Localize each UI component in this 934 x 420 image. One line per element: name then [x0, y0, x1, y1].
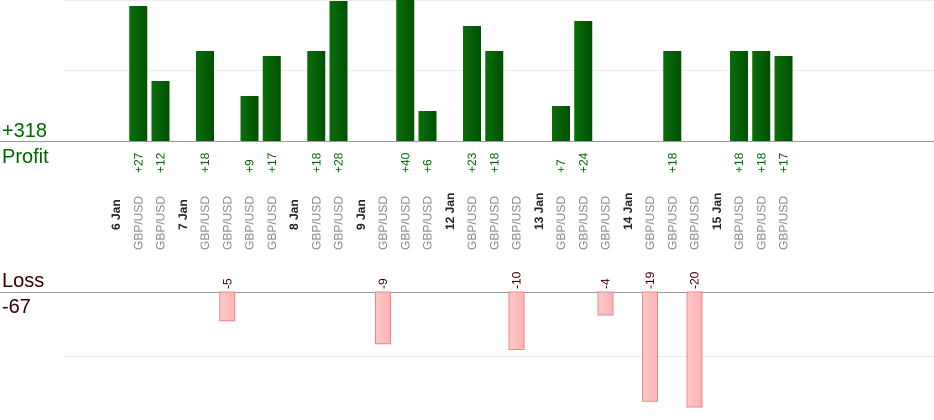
pair-label: GBP/USD — [243, 196, 257, 250]
day-label: 13 Jan — [532, 193, 546, 230]
profit-total: +318 — [2, 120, 47, 142]
loss-bar — [375, 291, 391, 345]
loss-value-label: -10 — [510, 271, 524, 289]
profit-bar — [396, 0, 415, 141]
profit-bar — [151, 81, 170, 141]
profit-bar — [262, 56, 281, 141]
pair-label: GBP/USD — [154, 196, 168, 250]
day-label: 7 Jan — [176, 199, 190, 230]
bar-marks — [129, 0, 793, 408]
profit-value-label: +28 — [332, 152, 346, 173]
profit-bar — [774, 56, 793, 141]
profit-bar — [418, 111, 437, 141]
profit-bar — [307, 51, 326, 141]
pair-label: GBP/USD — [688, 196, 702, 250]
pair-label: GBP/USD — [599, 196, 613, 250]
pair-label: GBP/USD — [332, 196, 346, 250]
profit-value-label: +24 — [576, 152, 590, 173]
profit-bar — [129, 6, 148, 141]
profit-value-label: +18 — [198, 152, 212, 173]
profit-value-label: +9 — [243, 159, 257, 173]
profit-value-label: +18 — [309, 152, 323, 173]
pair-label: GBP/USD — [309, 196, 323, 250]
profit-bar — [463, 26, 481, 141]
day-label: 12 Jan — [443, 193, 457, 230]
profit-bar — [240, 96, 259, 141]
pair-label: GBP/USD — [754, 196, 768, 250]
profit-bar — [552, 106, 570, 141]
pair-label: GBP/USD — [220, 196, 234, 250]
pair-label: GBP/USD — [732, 196, 746, 250]
profit-value-label: +18 — [732, 152, 746, 173]
day-label: 6 Jan — [109, 199, 123, 230]
bar-labels: 6 Jan GBP/USD +27 GBP/USD +12 7 Jan GBP/USD +18… — [109, 152, 791, 289]
pair-label: GBP/USD — [421, 196, 435, 250]
profit-bar — [730, 51, 748, 141]
pair-label: GBP/USD — [510, 196, 524, 250]
day-label: 14 Jan — [621, 193, 635, 230]
loss-bar — [597, 291, 614, 316]
profit-label: Profit — [2, 146, 49, 168]
loss-total: -67 — [2, 296, 31, 318]
profit-value-label: +7 — [554, 159, 568, 173]
profit-bar — [752, 51, 771, 141]
loss-bar — [219, 291, 236, 322]
profit-value-label: +27 — [131, 152, 145, 173]
profit-bar — [329, 1, 348, 141]
loss-value-label: -19 — [643, 271, 657, 289]
loss-value-label: -4 — [599, 278, 613, 289]
profit-value-label: +12 — [154, 152, 168, 173]
profit-bar — [485, 51, 504, 141]
profit-value-label: +18 — [665, 152, 679, 173]
profit-value-label: +40 — [398, 152, 412, 173]
profit-value-label: +6 — [421, 159, 435, 173]
pair-label: GBP/USD — [131, 196, 145, 250]
profit-value-label: +23 — [465, 152, 479, 173]
profit-value-label: +17 — [265, 152, 279, 173]
profit-value-label: +17 — [777, 152, 791, 173]
pair-label: GBP/USD — [465, 196, 479, 250]
loss-value-label: -9 — [376, 278, 390, 289]
loss-bar — [686, 291, 703, 408]
day-label: 8 Jan — [287, 199, 301, 230]
pair-label: GBP/USD — [398, 196, 412, 250]
profit-bar — [196, 51, 214, 141]
loss-bar — [642, 291, 658, 402]
pair-label: GBP/USD — [643, 196, 657, 250]
pair-label: GBP/USD — [376, 196, 390, 250]
pair-label: GBP/USD — [576, 196, 590, 250]
pair-label: GBP/USD — [198, 196, 212, 250]
loss-label: Loss — [2, 270, 44, 292]
pair-label: GBP/USD — [265, 196, 279, 250]
pair-label: GBP/USD — [554, 196, 568, 250]
pair-label: GBP/USD — [777, 196, 791, 250]
day-label: 9 Jan — [354, 199, 368, 230]
profit-value-label: +18 — [754, 152, 768, 173]
profit-value-label: +18 — [487, 152, 501, 173]
profit-bar — [574, 21, 593, 141]
pair-label: GBP/USD — [665, 196, 679, 250]
profit-bar — [663, 51, 682, 141]
day-label: 15 Jan — [710, 193, 724, 230]
loss-value-label: -5 — [220, 278, 234, 289]
loss-value-label: -20 — [688, 271, 702, 289]
pair-label: GBP/USD — [487, 196, 501, 250]
loss-bar — [508, 291, 525, 350]
